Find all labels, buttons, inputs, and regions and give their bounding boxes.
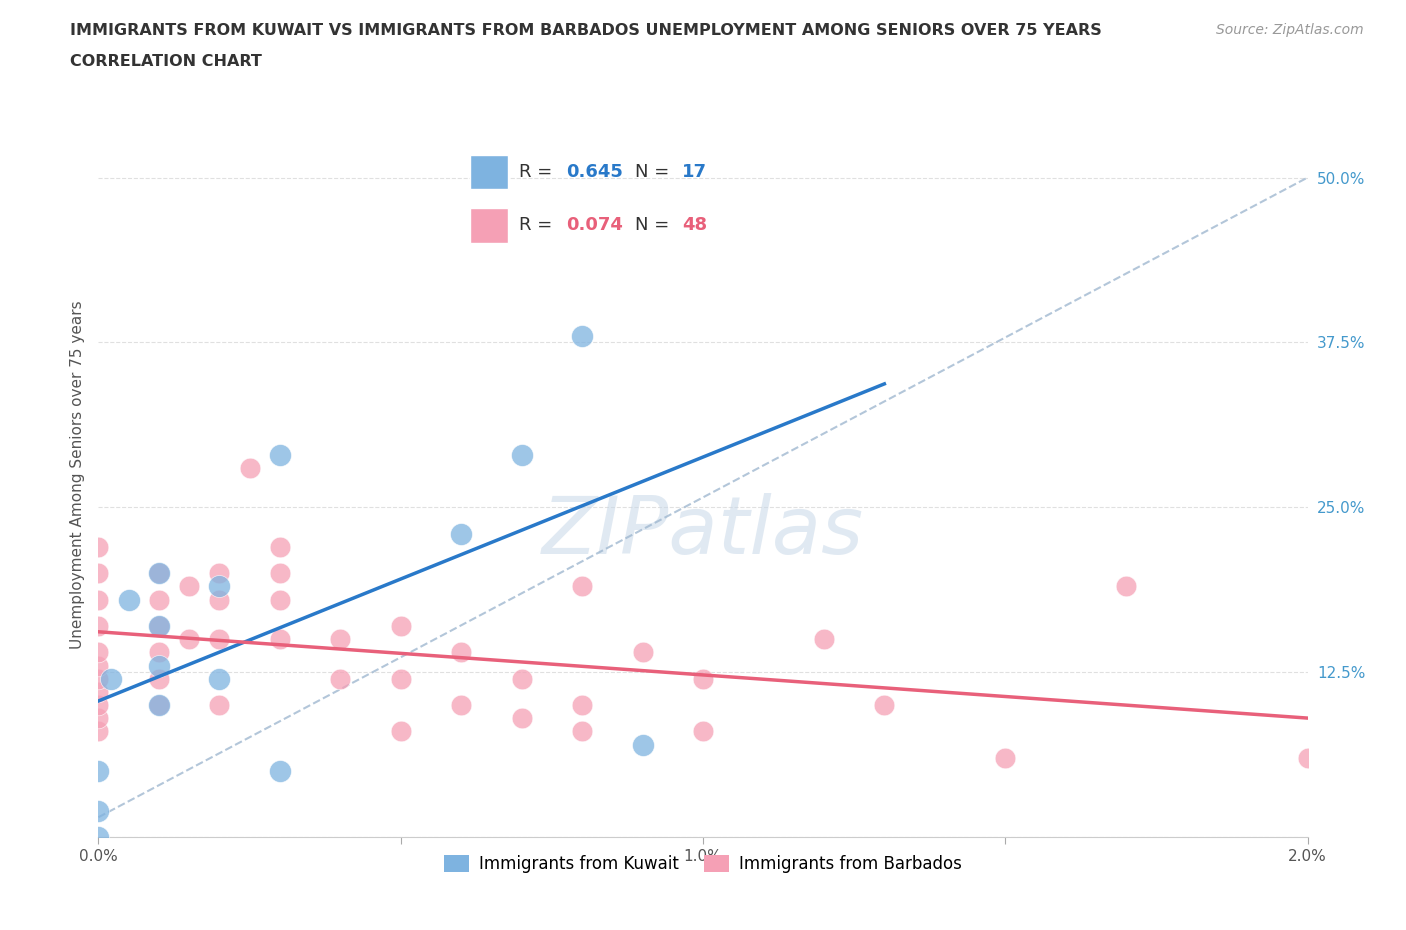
Point bbox=[269, 592, 291, 607]
Point bbox=[1115, 579, 1137, 594]
Point bbox=[118, 592, 141, 607]
Point bbox=[631, 644, 654, 659]
Point bbox=[148, 592, 170, 607]
Point bbox=[329, 631, 352, 646]
Point bbox=[87, 711, 110, 725]
Point bbox=[208, 579, 231, 594]
Point bbox=[148, 671, 170, 686]
Point bbox=[450, 644, 472, 659]
Point bbox=[87, 539, 110, 554]
Text: CORRELATION CHART: CORRELATION CHART bbox=[70, 54, 262, 69]
Point bbox=[389, 618, 412, 633]
Point bbox=[269, 565, 291, 580]
Point bbox=[87, 658, 110, 673]
Legend: Immigrants from Kuwait, Immigrants from Barbados: Immigrants from Kuwait, Immigrants from … bbox=[437, 848, 969, 880]
Point bbox=[510, 447, 533, 462]
Point bbox=[813, 631, 835, 646]
Point bbox=[208, 671, 231, 686]
Point bbox=[148, 644, 170, 659]
Point bbox=[873, 698, 896, 712]
Point bbox=[100, 671, 122, 686]
Point bbox=[510, 671, 533, 686]
Point bbox=[994, 751, 1017, 765]
Point bbox=[1296, 751, 1319, 765]
Point bbox=[87, 830, 110, 844]
Point bbox=[87, 724, 110, 739]
Y-axis label: Unemployment Among Seniors over 75 years: Unemployment Among Seniors over 75 years bbox=[69, 300, 84, 648]
Point bbox=[571, 724, 593, 739]
Point bbox=[239, 460, 262, 475]
Point bbox=[87, 565, 110, 580]
Point bbox=[692, 724, 714, 739]
Point bbox=[208, 631, 231, 646]
Point bbox=[269, 764, 291, 778]
Point bbox=[208, 592, 231, 607]
Point bbox=[179, 631, 201, 646]
Point bbox=[148, 565, 170, 580]
Text: ZIPatlas: ZIPatlas bbox=[541, 493, 865, 571]
Point bbox=[269, 447, 291, 462]
Point bbox=[87, 671, 110, 686]
Point bbox=[87, 618, 110, 633]
Point bbox=[148, 565, 170, 580]
Text: Source: ZipAtlas.com: Source: ZipAtlas.com bbox=[1216, 23, 1364, 37]
Point bbox=[450, 698, 472, 712]
Point bbox=[208, 698, 231, 712]
Point bbox=[148, 658, 170, 673]
Point bbox=[87, 644, 110, 659]
Point bbox=[450, 526, 472, 541]
Point bbox=[631, 737, 654, 752]
Point bbox=[179, 579, 201, 594]
Point bbox=[692, 671, 714, 686]
Point bbox=[87, 698, 110, 712]
Point bbox=[269, 539, 291, 554]
Point bbox=[389, 724, 412, 739]
Point bbox=[148, 698, 170, 712]
Point bbox=[87, 684, 110, 699]
Text: IMMIGRANTS FROM KUWAIT VS IMMIGRANTS FROM BARBADOS UNEMPLOYMENT AMONG SENIORS OV: IMMIGRANTS FROM KUWAIT VS IMMIGRANTS FRO… bbox=[70, 23, 1102, 38]
Point bbox=[87, 804, 110, 818]
Point bbox=[571, 698, 593, 712]
Point bbox=[148, 698, 170, 712]
Point bbox=[148, 618, 170, 633]
Point bbox=[269, 631, 291, 646]
Point bbox=[571, 328, 593, 343]
Point bbox=[148, 618, 170, 633]
Point bbox=[87, 764, 110, 778]
Point bbox=[389, 671, 412, 686]
Point bbox=[329, 671, 352, 686]
Point bbox=[87, 592, 110, 607]
Point bbox=[208, 565, 231, 580]
Point bbox=[510, 711, 533, 725]
Point bbox=[571, 579, 593, 594]
